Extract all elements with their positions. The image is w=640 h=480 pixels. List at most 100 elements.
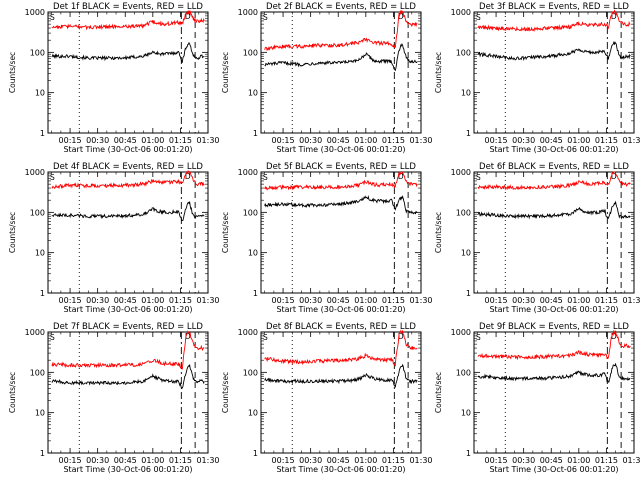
y-tick-label: 1000	[238, 168, 258, 177]
chart-panel: Det 2f BLACK = Events, RED = LLD 1 10 100 10…	[221, 2, 433, 154]
x-tick-label: 00:45	[327, 456, 350, 465]
y-axis-label: Counts/sec	[221, 212, 230, 253]
y-tick-label: 1000	[238, 8, 258, 17]
x-tick-label: 01:15	[595, 136, 618, 145]
x-tick-label: 01:00	[141, 456, 164, 465]
x-tick-label: 00:30	[512, 296, 535, 305]
lld-series-line	[264, 171, 418, 191]
y-tick-label: 1000	[25, 8, 45, 17]
y-tick-label: 1	[253, 449, 258, 458]
y-tick-label: 100	[30, 208, 45, 217]
x-tick-label: 00:45	[327, 136, 350, 145]
y-axis-label: Counts/sec	[221, 372, 230, 413]
x-tick-label: 00:15	[272, 296, 295, 305]
y-tick-label: 10	[461, 249, 471, 258]
y-tick-label: 100	[30, 48, 45, 57]
x-tick-label: 00:15	[272, 456, 295, 465]
y-tick-label: 1000	[451, 328, 471, 337]
y-tick-label: 1	[466, 289, 471, 298]
y-tick-label: 100	[243, 48, 258, 57]
x-tick-label: 01:30	[196, 456, 219, 465]
x-tick-label: 01:00	[567, 136, 590, 145]
y-tick-label: 1000	[238, 328, 258, 337]
x-tick-label: 01:15	[595, 296, 618, 305]
x-tick-label: 01:00	[567, 296, 590, 305]
y-tick-label: 1000	[25, 168, 45, 177]
chart-panel: Det 5f BLACK = Events, RED = LLD 1 10 100 10…	[221, 162, 433, 314]
x-axis-label: Start Time (30-Oct-06 00:01:20)	[63, 305, 192, 314]
x-tick-label: 00:30	[299, 136, 322, 145]
x-tick-label: 01:15	[169, 296, 192, 305]
y-tick-label: 10	[35, 89, 45, 98]
y-axis-label: Counts/sec	[8, 52, 17, 93]
y-tick-label: 1	[253, 129, 258, 138]
x-tick-label: 01:15	[382, 136, 405, 145]
y-axis-label: Counts/sec	[221, 52, 230, 93]
y-tick-label: 10	[248, 249, 258, 258]
plot-frame	[473, 171, 635, 294]
annotation-label: D	[611, 332, 617, 341]
chart-title: Det 9f BLACK = Events, RED = LLD	[479, 322, 629, 332]
x-tick-label: 01:00	[141, 296, 164, 305]
y-tick-label: 1000	[451, 8, 471, 17]
lld-series-line	[51, 9, 205, 31]
chart-panel: Det 1f BLACK = Events, RED = LLD 1 10 100 10…	[8, 2, 220, 154]
lld-series-line	[477, 330, 631, 361]
y-tick-label: 10	[35, 249, 45, 258]
annotation-label: D	[185, 332, 191, 341]
x-tick-label: 00:30	[512, 456, 535, 465]
x-tick-label: 00:30	[512, 136, 535, 145]
chart-panel: Det 3f BLACK = Events, RED = LLD 1 10 100 10…	[434, 2, 640, 154]
y-tick-label: 10	[35, 409, 45, 418]
x-axis-label: Start Time (30-Oct-06 00:01:20)	[276, 465, 405, 474]
x-tick-label: 00:45	[540, 136, 563, 145]
x-tick-label: 00:15	[59, 296, 82, 305]
plot-frame	[473, 331, 635, 454]
x-tick-label: 01:15	[595, 456, 618, 465]
x-axis-label: Start Time (30-Oct-06 00:01:20)	[276, 145, 405, 154]
annotation-label: S	[263, 333, 268, 342]
y-axis-label: Counts/sec	[8, 372, 17, 413]
annotation-label: D	[398, 172, 404, 181]
y-tick-label: 100	[456, 208, 471, 217]
chart-title: Det 2f BLACK = Events, RED = LLD	[266, 2, 416, 12]
x-tick-label: 01:00	[354, 456, 377, 465]
annotation-label: D	[398, 12, 404, 21]
x-tick-label: 01:30	[622, 136, 640, 145]
x-tick-label: 01:30	[196, 296, 219, 305]
x-tick-label: 01:15	[169, 136, 192, 145]
y-tick-label: 100	[456, 368, 471, 377]
plot-frame	[47, 331, 209, 454]
x-tick-label: 00:45	[114, 296, 137, 305]
events-series-line	[477, 40, 631, 61]
x-tick-label: 00:45	[327, 296, 350, 305]
events-series-line	[51, 41, 205, 63]
x-tick-label: 00:15	[485, 296, 508, 305]
x-tick-label: 01:00	[354, 136, 377, 145]
x-tick-label: 01:15	[169, 456, 192, 465]
x-tick-label: 01:15	[382, 456, 405, 465]
x-tick-label: 01:00	[141, 136, 164, 145]
x-tick-label: 00:45	[540, 456, 563, 465]
y-axis-label: Counts/sec	[434, 52, 443, 93]
x-tick-label: 00:15	[59, 136, 82, 145]
annotation-label: S	[50, 173, 55, 182]
annotation-label: D	[611, 172, 617, 181]
x-tick-label: 00:15	[59, 456, 82, 465]
y-tick-label: 100	[243, 208, 258, 217]
y-tick-label: 10	[461, 409, 471, 418]
plot-frame	[260, 171, 422, 294]
annotation-label: D	[398, 332, 404, 341]
chart-panel: Det 8f BLACK = Events, RED = LLD 1 10 100 10…	[221, 322, 433, 474]
x-tick-label: 00:30	[86, 136, 109, 145]
y-tick-label: 1	[40, 289, 45, 298]
x-tick-label: 00:30	[86, 456, 109, 465]
y-axis-label: Counts/sec	[434, 372, 443, 413]
y-axis-label: Counts/sec	[8, 212, 17, 253]
x-tick-label: 00:30	[299, 456, 322, 465]
plot-frame	[260, 331, 422, 454]
chart-panel: Det 7f BLACK = Events, RED = LLD 1 10 100 10…	[8, 322, 220, 474]
y-tick-label: 1	[466, 449, 471, 458]
x-tick-label: 01:00	[354, 296, 377, 305]
